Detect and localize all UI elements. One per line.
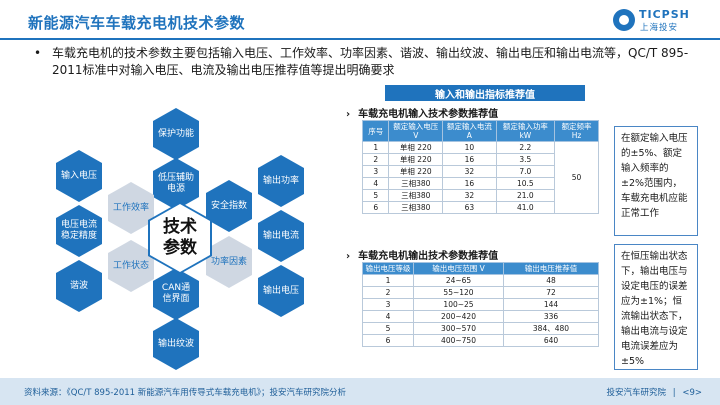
input-table-title: › 车载充电机输入技术参数推荐值: [346, 109, 499, 120]
table-header: 额定输入电流 A: [442, 120, 497, 142]
hex-input-voltage: 输入电压: [56, 150, 102, 202]
table-header: 序号: [361, 120, 390, 142]
hex-output-voltage: 输出电压: [258, 265, 304, 317]
footer: 资料来源：《QC/T 895-2011 新能源汽车用传导式车载充电机》；投安汽车…: [0, 378, 720, 405]
table-header-row: 输出电压等级 输出电压范围 V 输出电压推荐值: [361, 262, 600, 275]
hex-output-ripple: 输出纹波: [153, 318, 199, 370]
hex-output-power: 输出功率: [258, 155, 304, 207]
hex-efficiency: 工作效率: [108, 182, 154, 234]
table-header: 输出电压等级: [361, 262, 415, 275]
input-params-table: 序号 额定输入电压 V 额定输入电流 A 额定输入功率 kW 额定频率 Hz 1…: [361, 120, 599, 214]
table-row: 1 24~65 48: [361, 274, 600, 287]
table-header: 输出电压推荐值: [502, 262, 600, 275]
table-header: 额定频率 Hz: [554, 120, 599, 142]
hex-stability: 电压电流稳定精度: [56, 205, 102, 257]
table-row: 6 三相380 63 41.0: [361, 201, 599, 214]
hex-can: CAN通信界面: [153, 268, 199, 320]
bullet-symbol: •: [34, 46, 42, 60]
hex-aux-power: 低压辅助电源: [153, 158, 199, 210]
footer-org: 投安汽车研究院 | <9>: [606, 388, 702, 398]
table-row: 4 200~420 336: [361, 310, 600, 323]
logo-subtext: 上海投安: [640, 23, 679, 33]
intro-text: 车载充电机的技术参数主要包括输入电压、工作效率、功率因素、谐波、输出纹波、输出电…: [52, 46, 689, 77]
hex-safety: 安全指数: [206, 180, 252, 232]
output-table-title: › 车载充电机输出技术参数推荐值: [346, 251, 499, 262]
table-row: 6 400~750 640: [361, 334, 600, 347]
chevron-right-icon: ›: [346, 251, 351, 262]
source-note: 资料来源：《QC/T 895-2011 新能源汽车用传导式车载充电机》；投安汽车…: [24, 388, 347, 398]
company-logo: TICPSH 上海投安: [613, 6, 705, 34]
page-number: <9>: [682, 388, 702, 398]
output-note: 在恒压输出状态下，输出电压与设定电压的误差应为±1%；恒流输出状态下，输出电流与…: [614, 244, 698, 370]
hex-protection: 保护功能: [153, 108, 199, 160]
table-row: 1 单相 220 10 2.2 50: [361, 141, 599, 214]
section-banner: 输入和输出指标推荐值: [385, 85, 585, 101]
hex-power-factor: 功率因素: [206, 236, 252, 288]
frequency-cell: 50: [554, 141, 599, 214]
table-row: 3 100~25 144: [361, 298, 600, 311]
chevron-right-icon: ›: [346, 109, 351, 120]
logo-mark-icon: [613, 9, 635, 31]
page-title: 新能源汽车车载充电机技术参数: [28, 14, 246, 32]
input-note: 在额定输入电压的±5%、额定输入频率的±2%范围内，车载充电机应能正常工作: [614, 126, 698, 236]
table-row: 2 55~120 72: [361, 286, 600, 299]
logo-text: TICPSH: [639, 8, 690, 21]
table-header: 额定输入功率 kW: [495, 120, 556, 142]
hex-output-current: 输出电流: [258, 210, 304, 262]
table-header: 额定输入电压 V: [388, 120, 444, 142]
table-row: 5 300~570 384、480: [361, 322, 600, 335]
table-header-row: 序号 额定输入电压 V 额定输入电流 A 额定输入功率 kW 额定频率 Hz: [361, 120, 599, 142]
hex-harmonic: 谐波: [56, 260, 102, 312]
hex-work-state: 工作状态: [108, 240, 154, 292]
title-rule: [0, 38, 720, 40]
table-header: 输出电压范围 V: [413, 262, 504, 275]
output-params-table: 输出电压等级 输出电压范围 V 输出电压推荐值 1 24~65 48 2 55~120…: [361, 262, 600, 347]
parameter-hexagon-diagram: 保护功能 输入电压 低压辅助电源 输出功率 工作效率 电压电流稳定精度 安全指数…: [50, 100, 330, 370]
